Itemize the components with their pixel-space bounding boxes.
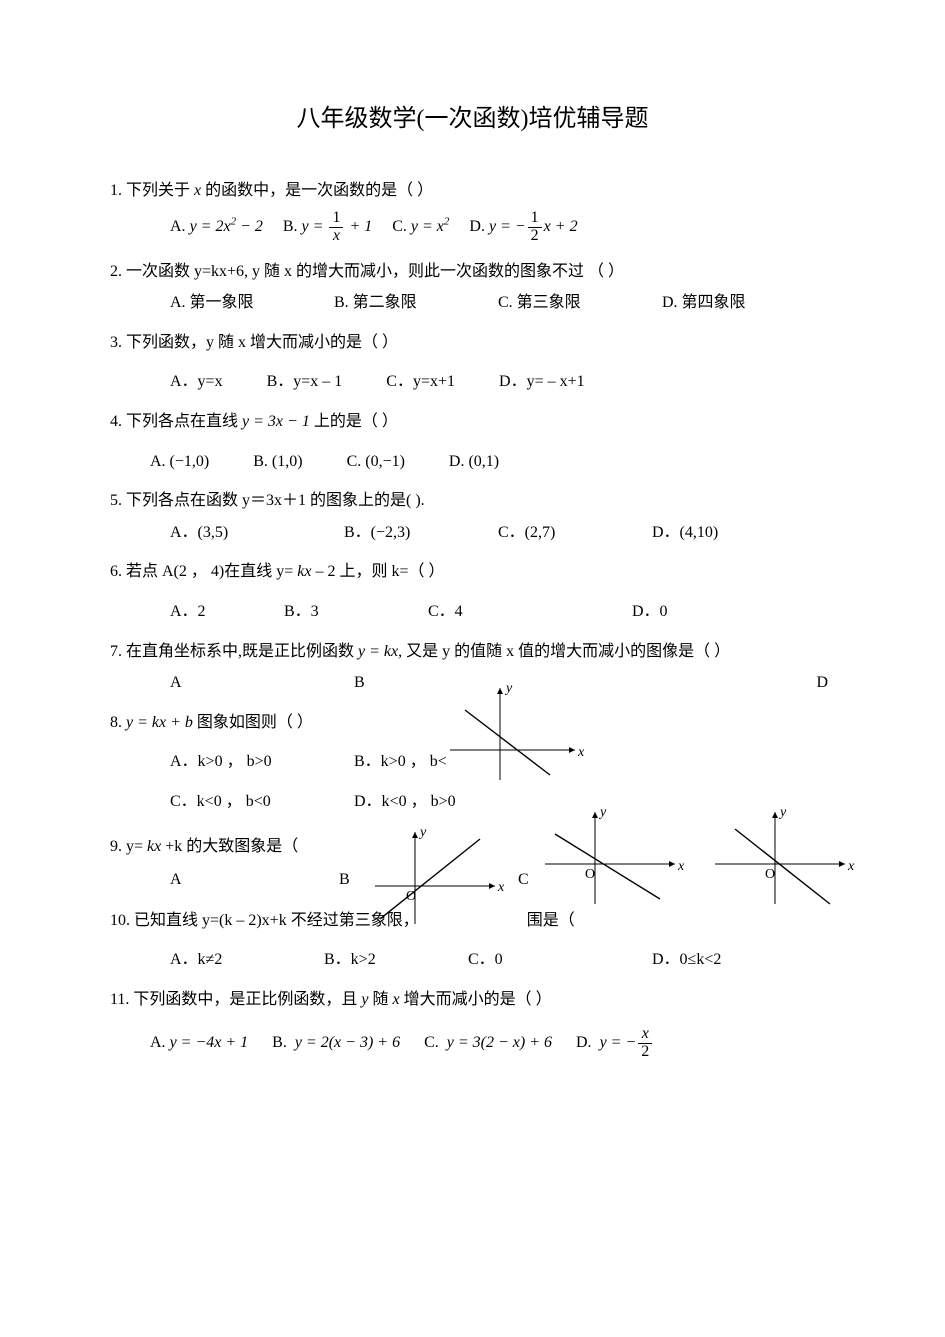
question-3: 3. 下列函数，y 随 x 增大而减小的是（ ） A．y=x B．y=x – 1… [110,330,835,395]
q6-opt-c: C．4 [428,599,628,625]
question-5: 5. 下列各点在函数 y＝3x＋1 的图象上的是( ). A．(3,5) B．(… [110,488,835,545]
svg-text:x: x [677,859,685,874]
q10-opt-d: D．0≤k<2 [652,947,721,973]
q1-opt-a: A. [170,218,186,235]
q4-opt-c: C. (0,−1) [347,453,405,470]
question-1: 1. 下列关于 x 的函数中，是一次函数的是（ ） A. y = 2x2 − 2… [110,178,835,244]
q2-opt-a: A. 第一象限 [170,290,330,316]
q11-opt-a: A. y = −4x + 1 [150,1034,252,1051]
svg-text:x: x [497,880,505,895]
q3-opt-d: D．y= – x+1 [499,373,585,390]
question-4: 4. 下列各点在直线 y = 3x − 1 上的是（ ） A. (−1,0) B… [110,409,835,474]
svg-text:y: y [504,681,513,696]
q2-opt-b: B. 第二象限 [334,290,494,316]
q1-opt-d: D. [469,218,485,235]
question-2: 2. 一次函数 y=kx+6, y 随 x 的增大而减小，则此一次函数的图象不过… [110,259,835,316]
q3-opt-a: A．y=x [170,373,223,390]
q9-graph-3: x y O [710,804,860,914]
q8-opt-b: B．k>0 ， b< [354,753,447,770]
q3-options: A．y=x B．y=x – 1 C．y=x+1 D．y= – x+1 [110,369,835,395]
question-11: 11. 下列函数中，是正比例函数，且 y 随 x 增大而减小的是（ ） A. y… [110,987,835,1061]
q8-opt-a: A．k>0 ， b>0 [170,749,350,775]
q6-opt-b: B．3 [284,599,424,625]
q1-opt-c: C. [392,218,407,235]
q9-graph-2: x y O [540,804,690,914]
q5-opt-d: D．(4,10) [652,520,718,546]
q6-opt-d: D．0 [632,599,668,625]
svg-text:x: x [577,745,585,760]
q4-opt-d: D. (0,1) [449,453,499,470]
q4-opt-b: B. (1,0) [253,453,302,470]
q7-label-d: D [658,670,828,696]
question-6: 6. 若点 A(2 ， 4)在直线 y= kx – 2 上，则 k=（ ） A．… [110,559,835,624]
svg-text:O: O [585,867,595,882]
svg-text:x: x [847,859,855,874]
q5-stem: 5. 下列各点在函数 y＝3x＋1 的图象上的是( ). [110,488,835,514]
q1-d-eq: y = − [489,218,526,235]
q2-opt-c: C. 第三象限 [498,290,658,316]
q1-a-eq: y = 2x2 − 2 [190,218,263,235]
q10-opt-c: C．0 [468,947,648,973]
q10-stem: 10. 已知直线 y=(k – 2)x+k 不经过第三象限， 围是（ [110,908,835,934]
q7-stem: 7. 在直角坐标系中,既是正比例函数 y = kx, 又是 y 的值随 x 值的… [110,639,835,665]
q6-stem: 6. 若点 A(2 ， 4)在直线 y= kx – 2 上，则 k=（ ） [110,559,835,585]
q11-opt-d: D. y = −x2 [576,1034,654,1051]
q9-label-c: C [518,867,529,893]
page-title: 八年级数学(一次函数)培优辅导题 [110,100,835,138]
q5-opt-a: A．(3,5) [170,520,340,546]
q2-options: A. 第一象限 B. 第二象限 C. 第三象限 D. 第四象限 [110,290,835,316]
q1-c-eq: y = x2 [411,218,450,235]
q3-opt-c: C．y=x+1 [386,373,455,390]
q11-opt-c: C. y = 3(2 − x) + 6 [424,1034,556,1051]
q11-stem: 11. 下列函数中，是正比例函数，且 y 随 x 增大而减小的是（ ） [110,987,835,1013]
svg-text:O: O [406,889,416,904]
svg-text:y: y [598,805,607,820]
q8-graph: x y [440,680,590,790]
q4-options: A. (−1,0) B. (1,0) C. (0,−1) D. (0,1) [110,449,835,475]
q3-stem: 3. 下列函数，y 随 x 增大而减小的是（ ） [110,330,835,356]
svg-text:y: y [418,825,427,840]
question-9: x y O x y O x [110,834,835,894]
q5-options: A．(3,5) B．(−2,3) C．(2,7) D．(4,10) [110,520,835,546]
q11-opt-b: B. y = 2(x − 3) + 6 [272,1034,404,1051]
q2-stem: 2. 一次函数 y=kx+6, y 随 x 的增大而减小，则此一次函数的图象不过… [110,259,835,285]
q5-opt-c: C．(2,7) [498,520,648,546]
q3-opt-b: B．y=x – 1 [267,373,343,390]
q10-opt-a: A．k≠2 [170,947,320,973]
question-10: 10. 已知直线 y=(k – 2)x+k 不经过第三象限， 围是（ A．k≠2… [110,908,835,973]
q6-opt-a: A．2 [170,599,280,625]
q11-options: A. y = −4x + 1 B. y = 2(x − 3) + 6 C. y … [110,1026,835,1061]
q7-label-a: A [170,670,350,696]
q5-opt-b: B．(−2,3) [344,520,494,546]
q1-opt-b: B. [283,218,298,235]
q8-opt-d: D．k<0 ， b>0 [354,793,456,810]
q10-options: A．k≠2 B．k>2 C．0 D．0≤k<2 [110,947,835,973]
q6-options: A．2 B．3 C．4 D．0 [110,599,835,625]
svg-text:y: y [778,805,787,820]
q4-opt-a: A. (−1,0) [150,453,209,470]
q8-opt-c: C．k<0 ， b<0 [170,789,350,815]
q4-stem: 4. 下列各点在直线 y = 3x − 1 上的是（ ） [110,409,835,435]
svg-text:O: O [765,867,775,882]
q1-b-eq: y = [302,218,328,235]
q9-label-a: A [170,867,335,893]
q10-opt-b: B．k>2 [324,947,464,973]
q1-options: A. y = 2x2 − 2 B. y = 1x + 1 C. y = x2 D… [110,210,835,245]
q2-opt-d: D. 第四象限 [662,290,822,316]
q1-stem: 1. 下列关于 x 的函数中，是一次函数的是（ ） [110,178,835,204]
